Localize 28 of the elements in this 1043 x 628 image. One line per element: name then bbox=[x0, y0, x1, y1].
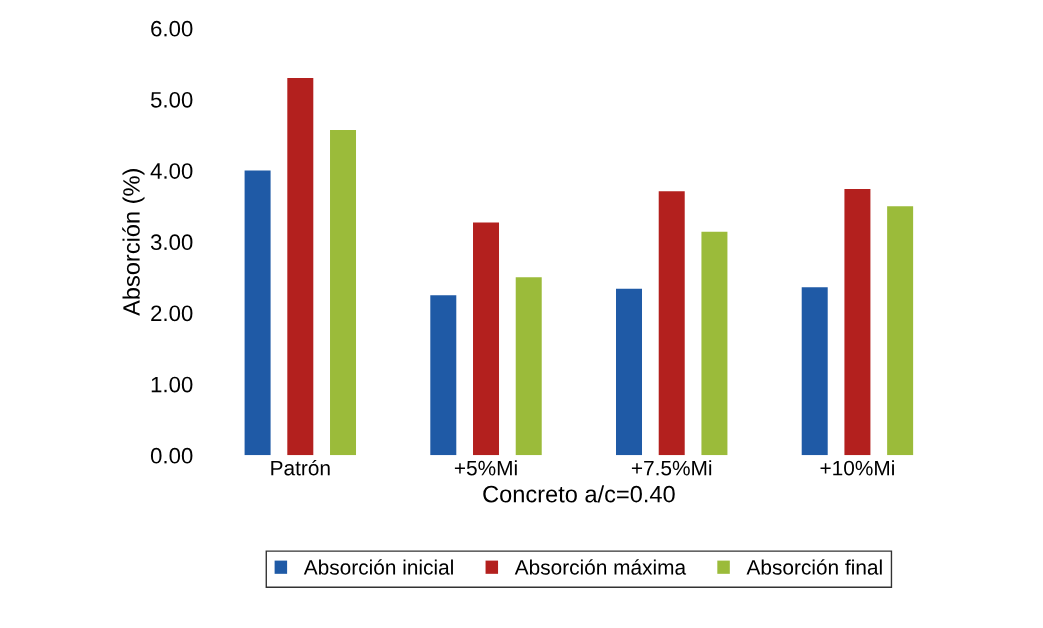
y-tick-label: 3.00 bbox=[150, 234, 193, 251]
x-tick-label: +10%Mi bbox=[820, 460, 894, 476]
bar bbox=[515, 277, 542, 456]
bar bbox=[244, 170, 271, 456]
x-tick-label: +7.5%Mi bbox=[631, 460, 712, 476]
y-tick-label: 0.00 bbox=[150, 447, 193, 464]
bar bbox=[287, 78, 314, 456]
bar bbox=[887, 206, 914, 456]
bar bbox=[701, 231, 728, 456]
bar bbox=[844, 189, 871, 456]
y-tick-label: 2.00 bbox=[151, 305, 193, 322]
bar bbox=[616, 288, 642, 456]
y-tick-label: 1.00 bbox=[151, 376, 193, 393]
bar bbox=[330, 130, 357, 456]
bar bbox=[658, 191, 685, 456]
bar bbox=[801, 287, 828, 456]
legend-label: Absorción final bbox=[746, 559, 882, 575]
bar bbox=[473, 222, 500, 456]
y-tick-label: 6.00 bbox=[151, 20, 193, 37]
x-tick-label: +5%Mi bbox=[454, 460, 517, 476]
legend-label: Absorción máxima bbox=[514, 559, 687, 575]
y-tick-label: 4.00 bbox=[150, 163, 193, 179]
y-axis-title: Absorción (%) bbox=[122, 169, 145, 316]
x-tick-label: Patrón bbox=[271, 459, 330, 476]
y-tick-label: 5.00 bbox=[150, 91, 193, 108]
bar bbox=[430, 295, 457, 456]
legend-label: Absorción inicial bbox=[303, 559, 453, 575]
x-axis-title: Concreto a/c=0.40 bbox=[483, 485, 675, 503]
